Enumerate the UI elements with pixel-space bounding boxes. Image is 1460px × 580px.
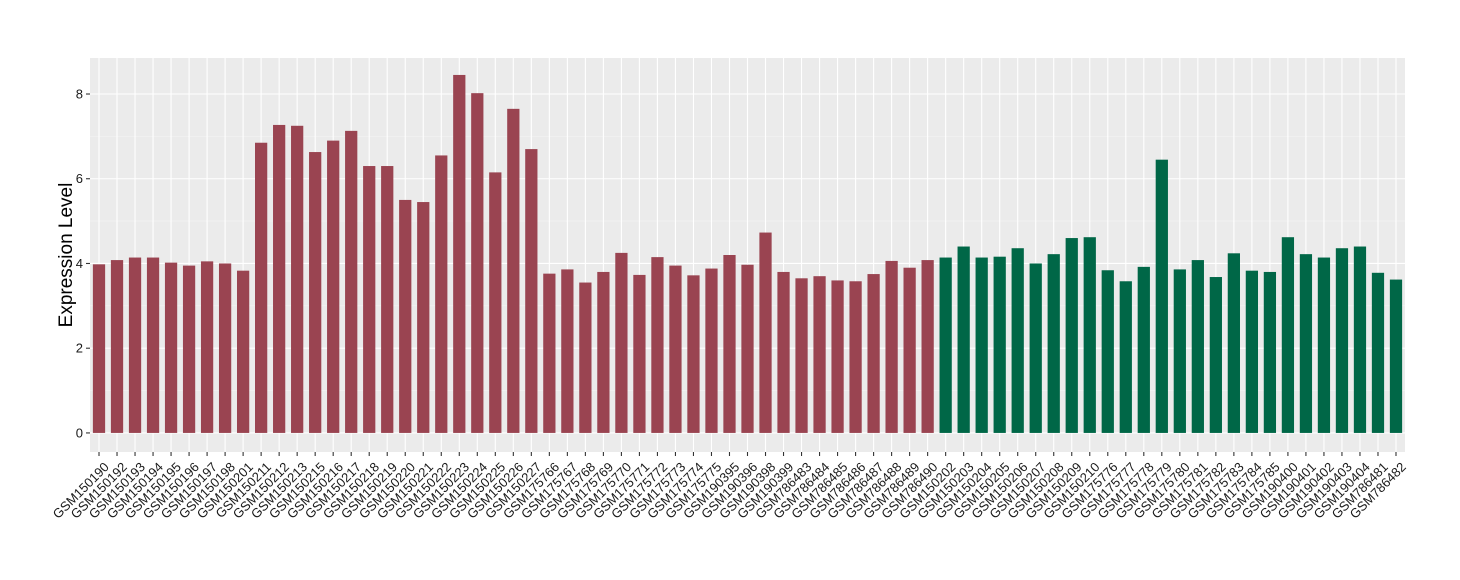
x-axis: GSM150190GSM150192GSM150193GSM150194GSM1… [50,452,1409,522]
y-tick-label: 8 [76,87,83,102]
bar [399,199,412,433]
bar [417,202,430,433]
bar [1029,263,1042,433]
bar [849,281,862,433]
bar [543,273,556,433]
bar [1209,277,1222,433]
bar [687,275,700,433]
bar [435,155,448,433]
bar [489,172,502,433]
bar [957,246,970,433]
bar [1353,246,1367,433]
bar [255,142,268,433]
bar [921,260,934,433]
bar [669,265,682,433]
bar [777,271,790,433]
y-axis: 0 2 4 6 8 [76,87,90,440]
bar [1137,266,1150,433]
bar [110,260,124,433]
bar [1299,254,1313,433]
bar [885,260,898,433]
bar [633,274,646,433]
bar [1263,271,1277,433]
y-tick-label: 4 [76,256,83,271]
bar [1065,238,1078,433]
bar [1335,248,1349,433]
bar [561,269,574,433]
bar [705,268,718,433]
bar [363,166,376,433]
bar [579,282,592,433]
bar [273,124,286,433]
bar [1371,272,1385,433]
bar [182,265,196,433]
bar [1047,254,1060,433]
bar [759,232,772,433]
y-tick-label: 0 [76,425,83,440]
bar [525,149,538,433]
bar [651,257,664,433]
bar [146,257,160,433]
bar [291,125,304,433]
bar [1101,270,1114,433]
bar [1389,279,1403,433]
bar [92,264,106,433]
bar [1191,260,1204,433]
bar [1245,270,1259,433]
bar [1083,237,1096,433]
bar [597,271,610,433]
bar [327,140,340,433]
bar [1227,253,1240,433]
bar [741,264,754,433]
bar [507,108,520,433]
bar [236,270,250,433]
y-axis-title: Expression Level [56,183,77,328]
bar [345,130,358,433]
bar [471,93,484,433]
bar [128,257,142,433]
y-tick-label: 6 [76,171,83,186]
bar [867,274,880,433]
bar [453,74,466,433]
bar [993,256,1006,433]
bar [164,262,178,433]
bar [975,257,988,433]
bars [92,74,1403,433]
bar [1281,237,1295,433]
bar [218,263,232,433]
bar [939,257,952,433]
bar [615,252,628,433]
bar [309,152,322,433]
bar [1155,159,1168,433]
bar [1173,269,1186,433]
bar [795,278,808,433]
bar [381,166,394,433]
bar [1011,248,1024,433]
bar [903,267,916,433]
bar [200,261,214,433]
bar [723,255,736,433]
bar [1119,281,1132,433]
bar [813,276,826,433]
bar [831,280,844,433]
y-tick-label: 2 [76,341,83,356]
bar [1317,257,1331,433]
